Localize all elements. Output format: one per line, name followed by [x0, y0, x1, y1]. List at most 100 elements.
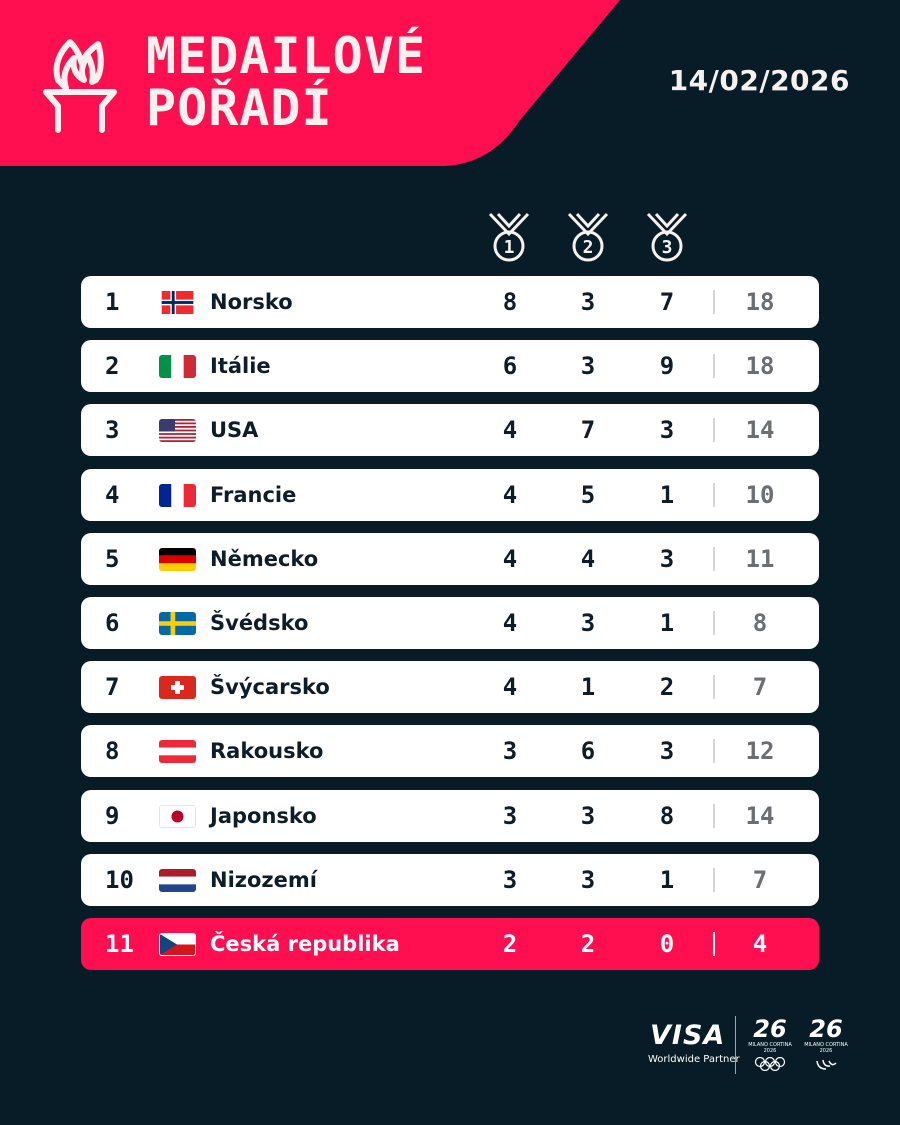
gold-count: 8	[502, 288, 518, 316]
medal-table: 1 Norsko 8 3 7 18 2 Itálie 6 3 9 18 3 U	[81, 276, 819, 982]
svg-text:1: 1	[504, 237, 515, 258]
medal-1-icon: 1	[484, 210, 534, 266]
divider	[713, 931, 715, 956]
germany-flag-icon	[159, 547, 196, 571]
silver-count: 1	[580, 673, 596, 702]
table-row: 3 USA 4 7 3 14	[81, 404, 819, 457]
total-count: 14	[745, 416, 775, 445]
bronze-count: 8	[659, 801, 675, 830]
czech-flag-icon	[159, 932, 196, 956]
divider	[713, 610, 715, 635]
olympic-games-logo: 26 MILANO CORTINA 2026	[744, 1016, 796, 1071]
total-count: 7	[752, 865, 768, 894]
country-name: Rakousko	[210, 739, 324, 764]
bronze-count: 3	[659, 737, 675, 766]
table-row: 7 Švýcarsko 4 1 2 7	[81, 661, 819, 714]
usa-flag-icon	[159, 419, 196, 443]
title-line-2: POŘADÍ	[146, 79, 333, 137]
silver-count: 2	[580, 929, 596, 958]
divider	[713, 675, 715, 700]
bronze-count: 7	[659, 288, 675, 316]
divider	[713, 290, 715, 314]
country-name: Nizozemí	[210, 867, 317, 892]
austria-flag-icon	[159, 740, 196, 764]
table-row: 5 Německo 4 4 3 11	[81, 532, 819, 585]
rank: 1	[105, 288, 120, 316]
country-name: Norsko	[210, 290, 293, 314]
country-name: Německo	[210, 546, 319, 571]
bronze-count: 9	[659, 352, 675, 381]
total-count: 4	[752, 929, 768, 958]
silver-count: 3	[580, 865, 596, 894]
olympic-rings-icon	[754, 1057, 786, 1071]
country-name: Itálie	[210, 354, 271, 379]
date-label: 14/02/2026	[668, 64, 850, 97]
country-name: Francie	[210, 482, 297, 507]
gold-count: 4	[502, 608, 518, 637]
gold-count: 2	[502, 929, 518, 958]
gold-count: 3	[502, 865, 518, 894]
silver-count: 5	[580, 480, 596, 509]
bronze-count: 3	[659, 416, 675, 445]
divider	[713, 354, 715, 379]
bronze-count: 3	[659, 544, 675, 573]
medal-column-headers: 1 2 3	[0, 210, 900, 270]
total-count: 7	[752, 673, 768, 702]
table-row: 4 Francie 4 5 1 10	[81, 468, 819, 521]
divider	[713, 546, 715, 571]
total-count: 12	[745, 737, 775, 766]
medal-3-icon: 3	[642, 210, 692, 266]
rank: 9	[105, 801, 120, 830]
gold-count: 4	[502, 416, 518, 445]
table-row: 2 Itálie 6 3 9 18	[81, 340, 819, 393]
country-name: USA	[210, 418, 259, 443]
rank: 3	[105, 416, 120, 445]
title-line-1: MEDAILOVÉ	[146, 27, 426, 85]
bronze-count: 2	[659, 673, 675, 702]
footer-divider	[735, 1016, 736, 1074]
rank: 2	[105, 352, 120, 381]
rank: 7	[105, 673, 120, 702]
table-row: 6 Švédsko 4 3 1 8	[81, 596, 819, 649]
table-row: 1 Norsko 8 3 7 18	[81, 276, 819, 328]
divider	[713, 803, 715, 828]
gold-count: 6	[502, 352, 518, 381]
paralympic-games-logo: 26 MILANO CORTINA 2026	[800, 1016, 852, 1071]
norway-flag-icon	[159, 291, 196, 314]
total-count: 14	[745, 801, 775, 830]
country-name: Japonsko	[210, 803, 317, 828]
silver-count: 3	[580, 352, 596, 381]
silver-count: 7	[580, 416, 596, 445]
silver-count: 6	[580, 737, 596, 766]
total-count: 11	[745, 544, 775, 573]
switzerland-flag-icon	[159, 676, 196, 700]
sponsor-footer: VISA Worldwide Partner 26 MILANO CORTINA…	[640, 1012, 860, 1082]
rank: 6	[105, 608, 120, 637]
netherlands-flag-icon	[159, 868, 196, 892]
country-name: Švýcarsko	[210, 675, 330, 700]
table-row: 10 Nizozemí 3 3 1 7	[81, 853, 819, 906]
visa-logo: VISA	[650, 1020, 726, 1051]
divider	[713, 739, 715, 764]
torch-icon	[40, 36, 120, 136]
rank: 11	[105, 929, 134, 958]
sponsor-caption: Worldwide Partner	[648, 1054, 740, 1065]
divider	[713, 482, 715, 507]
silver-count: 3	[580, 288, 596, 316]
svg-text:3: 3	[662, 237, 673, 258]
rank: 10	[105, 865, 134, 894]
silver-count: 4	[580, 544, 596, 573]
svg-text:2: 2	[583, 237, 594, 258]
rank: 4	[105, 480, 120, 509]
gold-count: 4	[502, 480, 518, 509]
header-shape	[0, 0, 620, 166]
gold-count: 3	[502, 737, 518, 766]
table-row: 8 Rakousko 3 6 3 12	[81, 725, 819, 778]
japan-flag-icon	[159, 804, 196, 828]
bronze-count: 1	[659, 480, 675, 509]
total-count: 10	[745, 480, 775, 509]
sweden-flag-icon	[159, 611, 196, 635]
divider	[713, 418, 715, 443]
silver-count: 3	[580, 801, 596, 830]
medal-2-icon: 2	[563, 210, 613, 266]
